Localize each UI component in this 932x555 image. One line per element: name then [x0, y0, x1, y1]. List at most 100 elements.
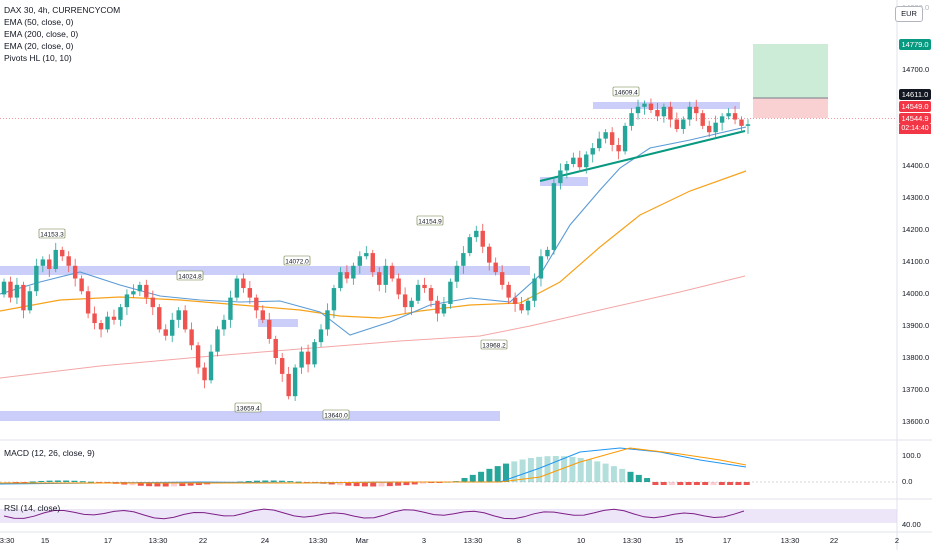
- candle-body: [499, 272, 505, 285]
- macd-bar: [461, 478, 468, 482]
- ema-200-legend[interactable]: EMA (200, close, 0): [4, 29, 79, 39]
- macd-bar: [187, 482, 194, 486]
- macd-axis-label: 0.0: [902, 477, 912, 486]
- candle-body: [506, 284, 511, 298]
- macd-bar: [718, 482, 725, 485]
- macd-bar: [137, 482, 144, 486]
- candle-body: [590, 148, 595, 155]
- macd-bar: [494, 466, 501, 482]
- macd-bar: [594, 461, 601, 482]
- macd-bar: [88, 481, 94, 483]
- candle-body: [221, 319, 227, 330]
- candle-body: [21, 284, 26, 311]
- candle-body: [228, 297, 233, 320]
- stop-zone: [753, 98, 828, 118]
- candle-body: [448, 281, 453, 304]
- macd-bar: [702, 482, 709, 485]
- macd-bar: [652, 482, 659, 485]
- macd-bar: [71, 480, 78, 482]
- time-axis-label: 13:30: [464, 536, 483, 545]
- macd-bar: [478, 471, 485, 482]
- macd-bar: [38, 480, 45, 482]
- zone-rect-2: [593, 102, 740, 109]
- pivot-label-box: [612, 86, 640, 97]
- candle-body: [668, 106, 673, 120]
- candle-body: [105, 316, 110, 330]
- candle-body: [318, 329, 324, 343]
- candle-body: [726, 113, 731, 117]
- candle-body: [609, 132, 615, 145]
- macd-bar: [162, 482, 169, 487]
- symbol-title[interactable]: DAX 30, 4h, CURRENCYCOM: [4, 5, 121, 15]
- candle-body: [279, 358, 285, 374]
- candle-body: [53, 249, 58, 269]
- macd-bar: [669, 482, 675, 485]
- time-axis-label: 3: [422, 536, 426, 545]
- candle-body: [525, 300, 531, 311]
- candle-body: [674, 119, 680, 130]
- candle-body: [461, 253, 466, 266]
- macd-bar: [378, 482, 385, 487]
- candle-body: [745, 124, 751, 126]
- pivots-legend[interactable]: Pivots HL (10, 10): [4, 53, 72, 63]
- macd-bar: [527, 457, 534, 482]
- macd-bar: [577, 457, 584, 482]
- candle-body: [357, 256, 363, 266]
- macd-bar: [395, 482, 402, 486]
- candle-body: [441, 303, 447, 314]
- pivot-label: 14153.3: [40, 232, 64, 239]
- candle-body: [732, 113, 738, 120]
- macd-bar: [544, 456, 551, 482]
- candle-body: [377, 272, 382, 285]
- candle-body: [1, 281, 7, 295]
- price-axis-label: 14200.0: [902, 225, 929, 234]
- macd-bar: [295, 481, 302, 483]
- candle-body: [558, 170, 563, 184]
- ema-50-line: [0, 170, 747, 319]
- candle-body: [396, 278, 401, 295]
- candle-body: [370, 253, 375, 273]
- macd-bar: [337, 482, 343, 486]
- macd-bar: [660, 482, 667, 485]
- candle-body: [629, 113, 634, 126]
- macd-bar: [46, 480, 53, 482]
- time-axis-label: 15: [675, 536, 683, 545]
- candle-body: [493, 262, 498, 273]
- ema-50-legend[interactable]: EMA (50, close, 0): [4, 17, 74, 27]
- macd-bar: [677, 482, 684, 485]
- last-price-tag: 14544.9: [899, 113, 931, 124]
- currency-button[interactable]: EUR: [895, 6, 923, 22]
- candle-body: [351, 265, 356, 279]
- candle-body: [189, 329, 194, 346]
- macd-label[interactable]: MACD (12, 26, close, 9): [4, 448, 95, 458]
- candle-body: [487, 246, 492, 263]
- macd-bar: [270, 480, 277, 482]
- candle-body: [655, 109, 660, 117]
- macd-bar: [195, 482, 202, 486]
- pivot-label: 14609.4: [614, 90, 638, 97]
- candle-body: [467, 237, 473, 254]
- macd-bar: [619, 468, 626, 482]
- macd-bar: [54, 480, 61, 482]
- macd-bar: [627, 471, 634, 482]
- macd-bar: [644, 478, 651, 482]
- pivot-label-box: [176, 270, 204, 281]
- candle-body: [415, 284, 421, 301]
- macd-bar: [245, 481, 252, 483]
- rsi-label[interactable]: RSI (14, close): [4, 503, 61, 513]
- candle-body: [98, 323, 104, 330]
- macd-bar: [262, 480, 269, 482]
- candle-body: [111, 316, 117, 320]
- trend-line: [539, 130, 746, 182]
- pivot-label: 13968.2: [482, 343, 506, 350]
- candle-body: [137, 284, 143, 292]
- time-axis-label: 10: [577, 536, 585, 545]
- candle-body: [383, 265, 388, 285]
- pivot-label-box: [322, 409, 350, 420]
- candle-body: [92, 313, 97, 324]
- price-axis-label: 14400.0: [902, 161, 929, 170]
- candle-body: [170, 319, 175, 336]
- high-price-tag: 14611.0: [899, 89, 931, 100]
- ema-20-legend[interactable]: EMA (20, close, 0): [4, 41, 74, 51]
